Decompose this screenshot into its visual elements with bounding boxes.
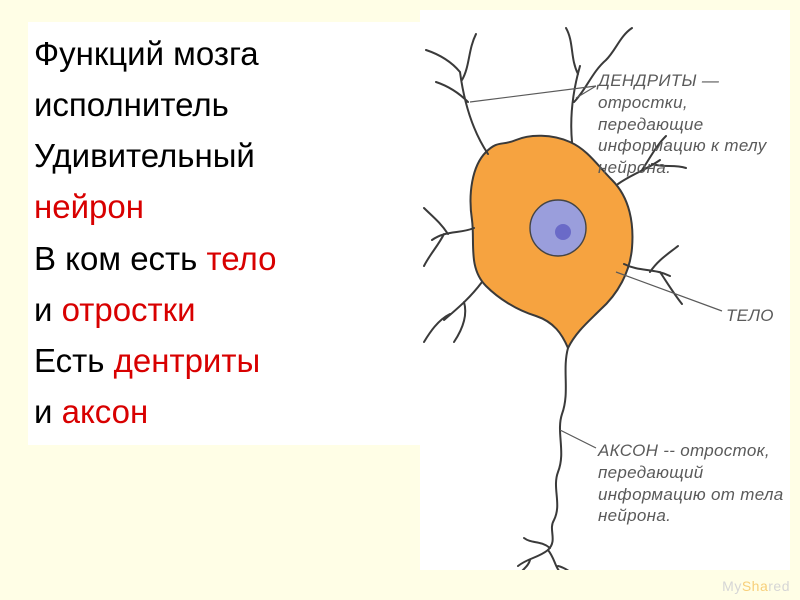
- poem-keyword: тело: [207, 240, 277, 277]
- poem-line: Есть: [34, 342, 114, 379]
- poem-line: Удивительный: [34, 137, 255, 174]
- poem-keyword: аксон: [62, 393, 149, 430]
- poem-line: Функций мозга: [34, 35, 259, 72]
- label-body: ТЕЛО: [726, 305, 774, 327]
- poem-line: В ком есть: [34, 240, 207, 277]
- poem-keyword: дентриты: [114, 342, 261, 379]
- watermark: MyShared: [722, 578, 790, 594]
- poem-line: и: [34, 393, 62, 430]
- watermark-part: red: [768, 578, 790, 594]
- watermark-part: My: [722, 578, 742, 594]
- poem-keyword: нейрон: [34, 188, 144, 225]
- label-axon: АКСОН -- отросток, передающий информацию…: [598, 440, 788, 527]
- poem-keyword: отростки: [62, 291, 196, 328]
- poem-text: Функций мозга исполнитель Удивительный н…: [28, 22, 448, 445]
- poem-line: и: [34, 291, 62, 328]
- neuron-diagram: ДЕНДРИТЫ — отростки, передающие информац…: [420, 10, 790, 570]
- poem-line: исполнитель: [34, 86, 229, 123]
- label-dendrites: ДЕНДРИТЫ — отростки, передающие информац…: [598, 70, 788, 179]
- watermark-part: Sha: [742, 578, 768, 594]
